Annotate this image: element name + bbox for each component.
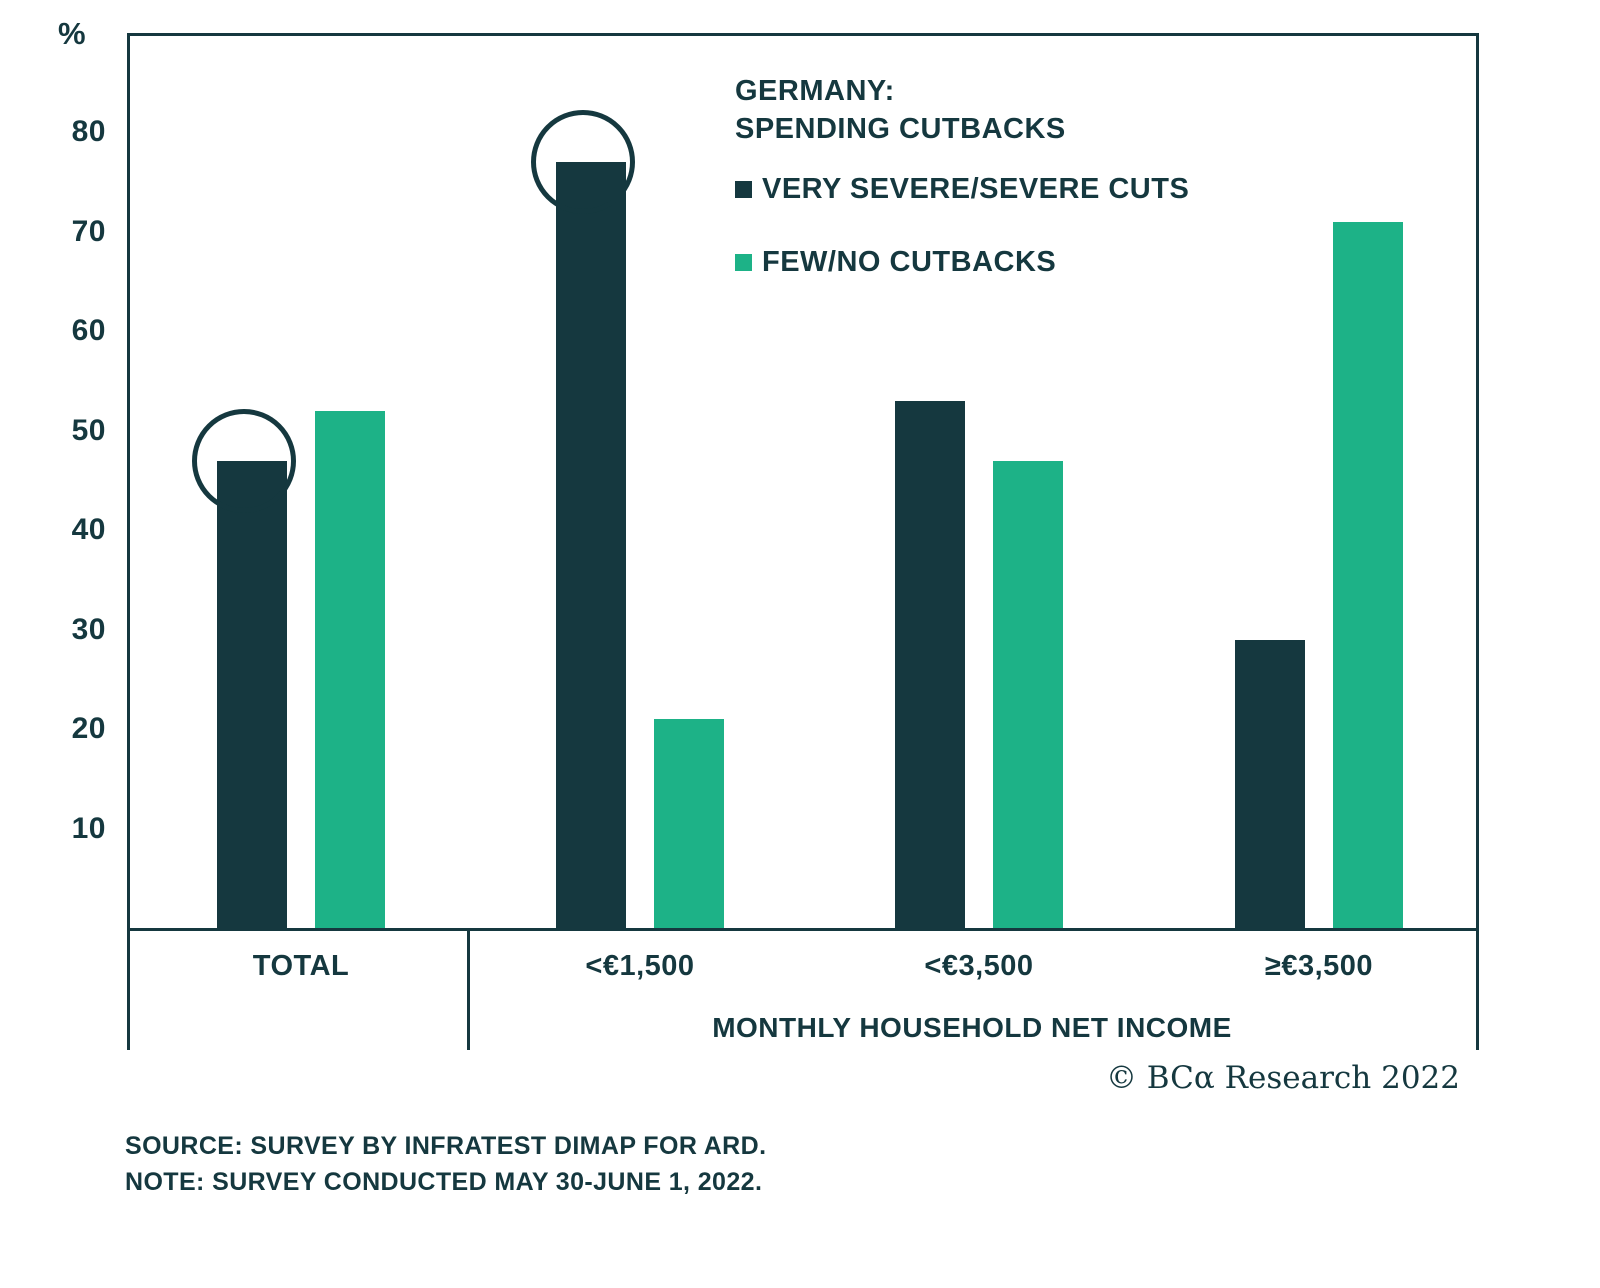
y-tick-label-40: 40 [71,513,106,547]
bar-very-severe-severe-cuts-1-500 [556,162,626,928]
bar-few-no-cutbacks-1-500 [654,719,724,928]
x-axis-label: MONTHLY HOUSEHOLD NET INCOME [712,1012,1232,1043]
y-tick-label-30: 30 [71,612,106,646]
chart-title-line2: SPENDING CUTBACKS [735,113,1066,145]
chart-title: GERMANY: SPENDING CUTBACKS [735,72,1066,148]
legend-swatch-very-severe-severe-cuts [735,180,752,198]
y-tick-label-80: 80 [71,115,106,149]
plot-border-right [1476,33,1479,1050]
y-tick-label-70: 70 [71,214,106,248]
legend: VERY SEVERE/SEVERE CUTS FEW/NO CUTBACKS [735,172,1189,318]
y-tick-label-50: 50 [71,413,106,447]
bar-few-no-cutbacks-3-500 [1333,222,1403,928]
x-category-label-total: TOTAL [252,950,350,982]
bar-few-no-cutbacks-total [315,411,385,928]
legend-swatch-few-no-cutbacks [735,253,752,271]
legend-label-very-severe-severe-cuts: VERY SEVERE/SEVERE CUTS [762,172,1190,205]
x-category-label-1-500: <€1,500 [585,950,695,982]
bar-very-severe-severe-cuts-3-500 [1235,640,1305,928]
highlight-circle-1-500 [531,110,635,214]
x-category-label-3-500: ≥€3,500 [1264,950,1374,982]
source-note-line2: NOTE: SURVEY CONDUCTED MAY 30-JUNE 1, 20… [125,1168,763,1196]
x-category-label-3-500: <€3,500 [924,950,1034,982]
legend-item-very-severe-severe-cuts: VERY SEVERE/SEVERE CUTS [735,172,1189,206]
bar-very-severe-severe-cuts-total [217,461,287,928]
plot-border-top [127,33,1479,36]
source-note-line1: SOURCE: SURVEY BY INFRATEST DIMAP FOR AR… [125,1132,767,1160]
x-axis-line [127,928,1479,931]
source-note: SOURCE: SURVEY BY INFRATEST DIMAP FOR AR… [125,1128,766,1200]
category-divider-line [467,928,470,1050]
chart-title-line1: GERMANY: [735,75,895,107]
y-axis-unit-label: % [58,16,86,51]
highlight-circle-total [192,409,296,513]
plot-border-left [127,33,130,1050]
y-tick-label-20: 20 [71,712,106,746]
copyright-text: © BCα Research 2022 [1105,1060,1460,1096]
bar-very-severe-severe-cuts-3-500 [895,401,965,928]
legend-label-few-no-cutbacks: FEW/NO CUTBACKS [762,245,1057,278]
y-tick-label-60: 60 [71,314,106,348]
legend-item-few-no-cutbacks: FEW/NO CUTBACKS [735,245,1189,279]
bar-few-no-cutbacks-3-500 [993,461,1063,928]
y-tick-label-10: 10 [71,811,106,845]
